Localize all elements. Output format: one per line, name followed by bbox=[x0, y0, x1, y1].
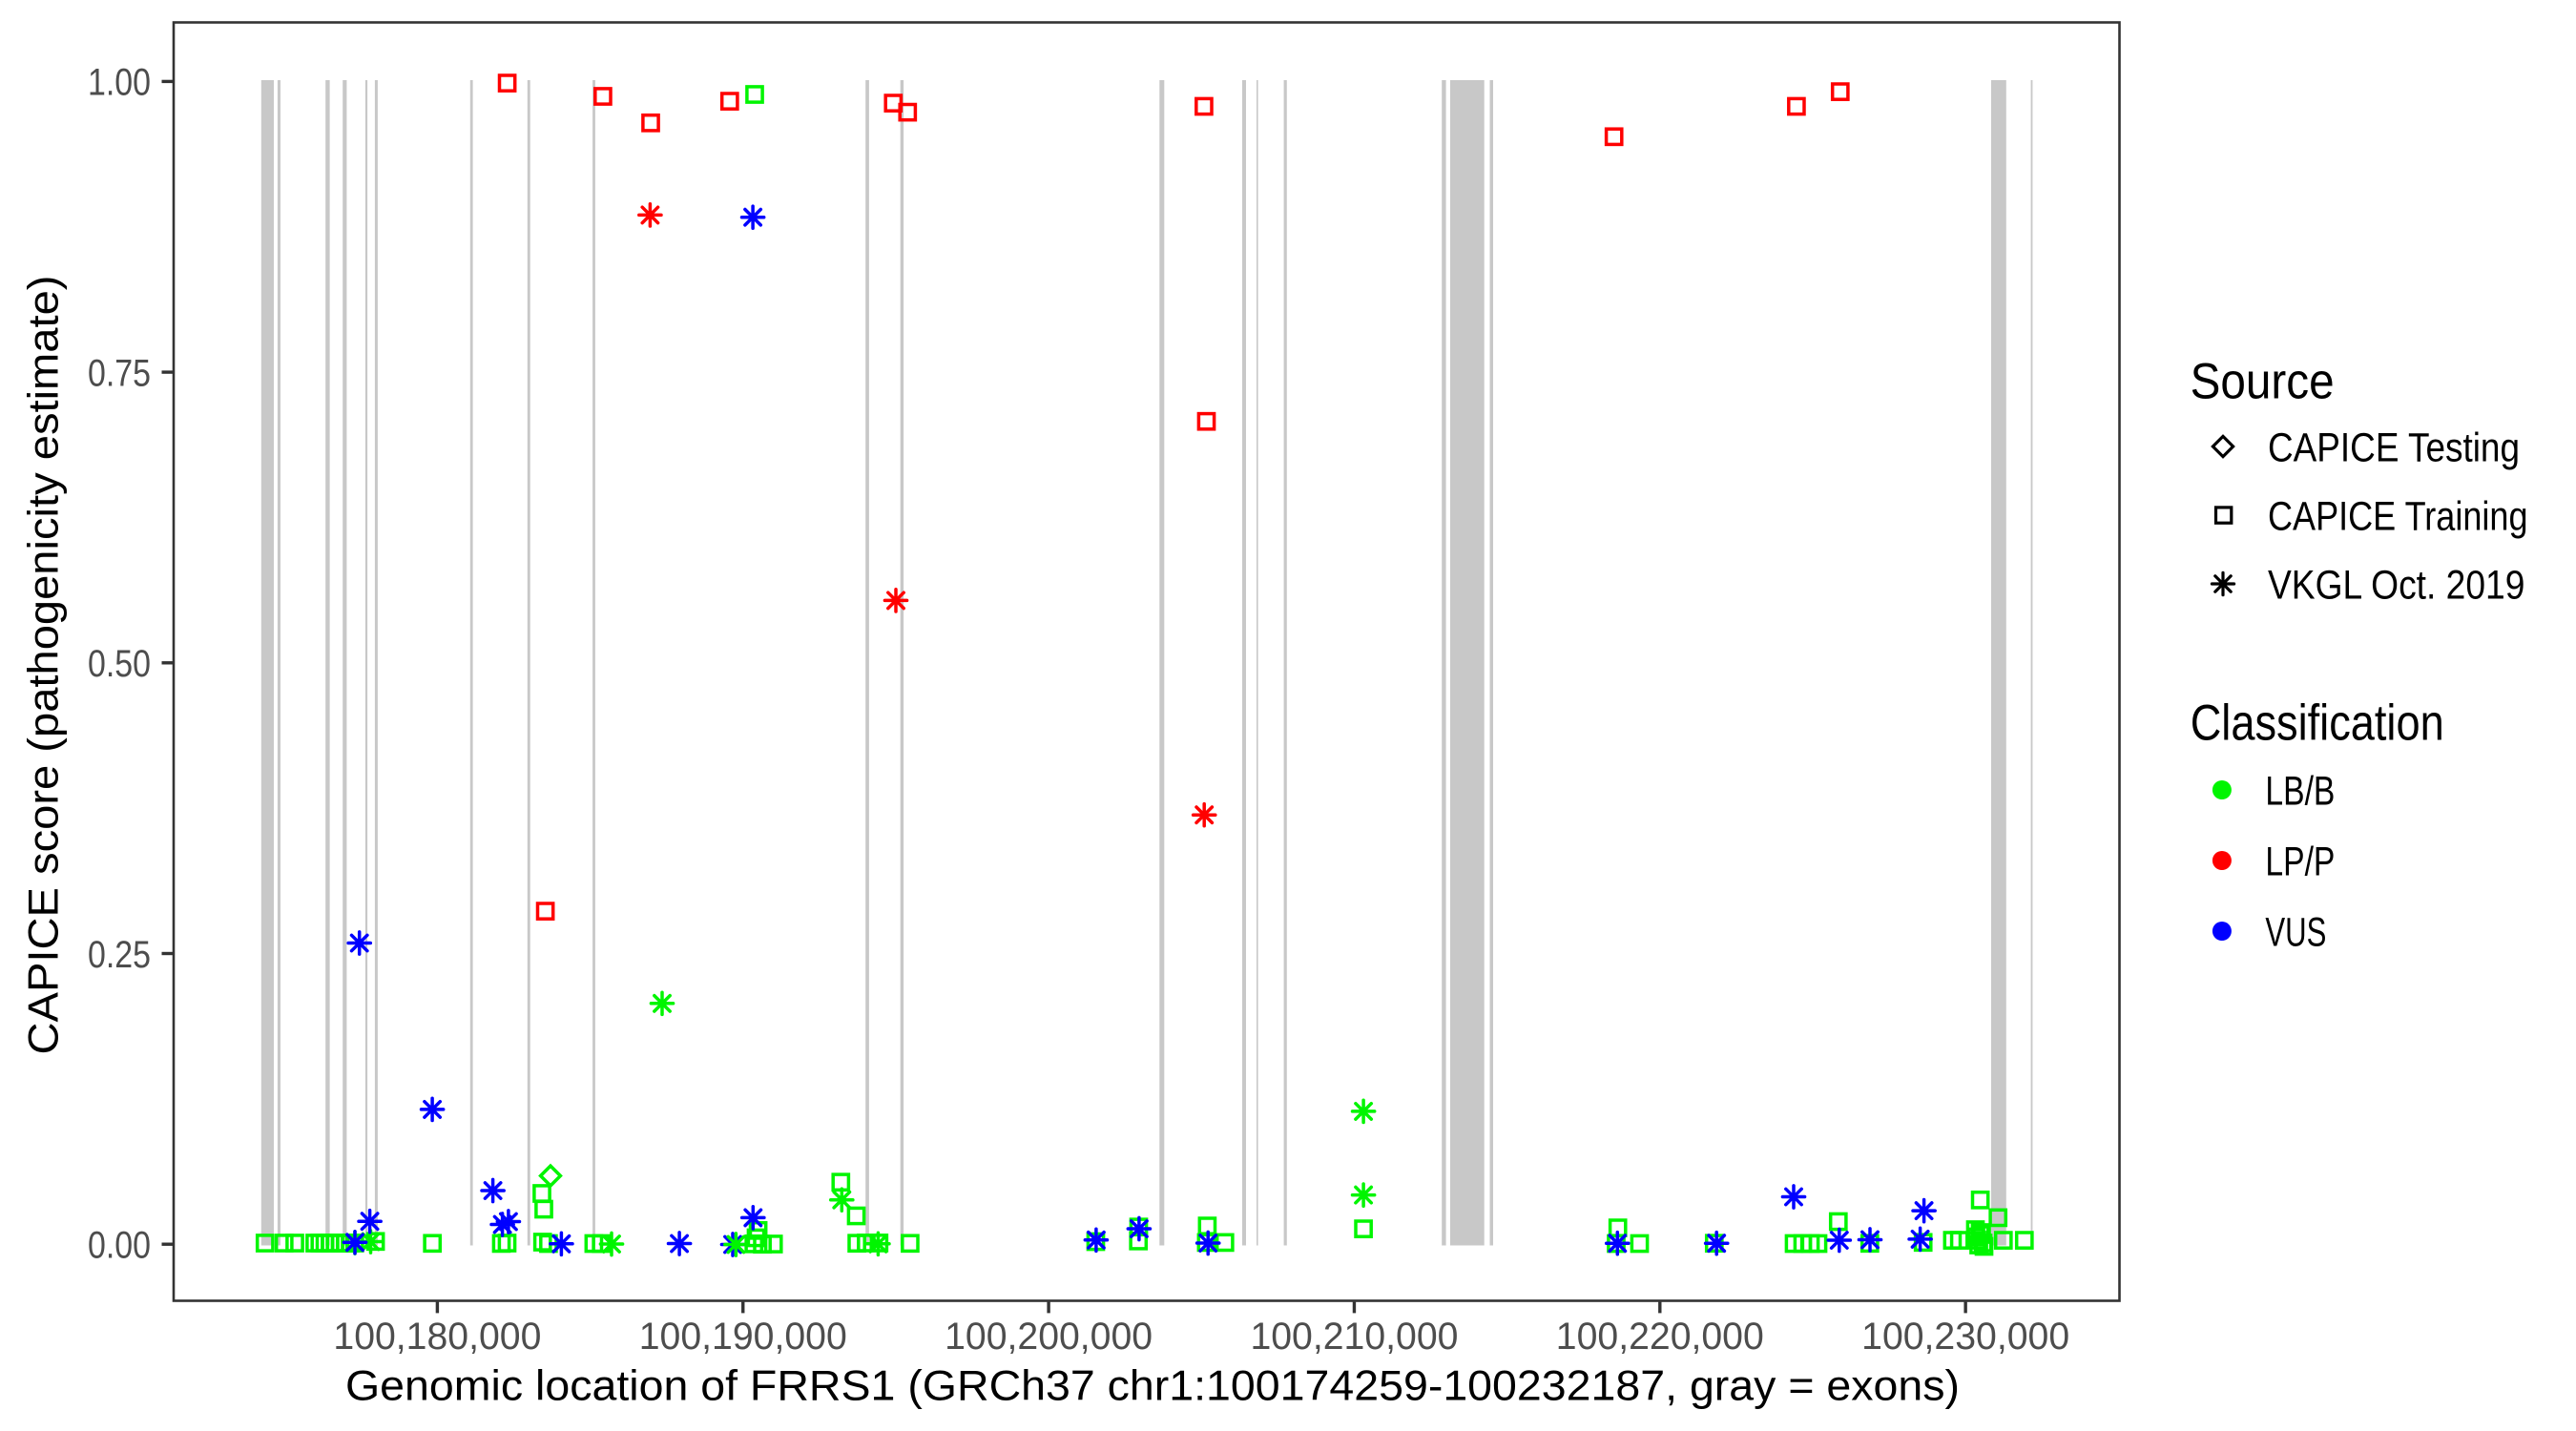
svg-text:VUS: VUS bbox=[2265, 911, 2326, 956]
svg-text:100,200,000: 100,200,000 bbox=[945, 1316, 1153, 1358]
svg-text:0.50: 0.50 bbox=[88, 643, 151, 685]
svg-text:1.00: 1.00 bbox=[88, 62, 151, 104]
svg-text:0.00: 0.00 bbox=[88, 1225, 151, 1267]
svg-text:100,210,000: 100,210,000 bbox=[1250, 1316, 1458, 1358]
svg-text:CAPICE Testing: CAPICE Testing bbox=[2268, 426, 2520, 471]
svg-text:100,180,000: 100,180,000 bbox=[333, 1316, 541, 1358]
svg-text:Classification: Classification bbox=[2191, 695, 2444, 752]
svg-text:Source: Source bbox=[2191, 353, 2335, 409]
svg-text:VKGL Oct. 2019: VKGL Oct. 2019 bbox=[2268, 564, 2524, 609]
svg-text:100,190,000: 100,190,000 bbox=[639, 1316, 847, 1358]
svg-text:100,230,000: 100,230,000 bbox=[1861, 1316, 2069, 1358]
svg-text:LP/P: LP/P bbox=[2265, 840, 2335, 885]
svg-text:Genomic location of FRRS1 (GRC: Genomic location of FRRS1 (GRCh37 chr1:1… bbox=[345, 1363, 1960, 1410]
svg-text:0.75: 0.75 bbox=[88, 352, 151, 394]
svg-text:0.25: 0.25 bbox=[88, 934, 151, 976]
svg-text:100,220,000: 100,220,000 bbox=[1556, 1316, 1764, 1358]
svg-text:CAPICE Training: CAPICE Training bbox=[2268, 495, 2528, 540]
svg-text:CAPICE score (pathogenicity es: CAPICE score (pathogenicity estimate) bbox=[21, 276, 68, 1055]
svg-text:LB/B: LB/B bbox=[2265, 770, 2335, 815]
